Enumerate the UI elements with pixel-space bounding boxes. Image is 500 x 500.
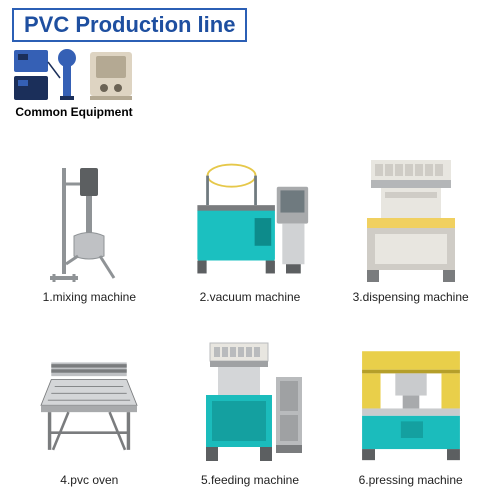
cell-pressing: 6.pressing machine [333,310,488,487]
common-equipment-images [12,48,136,103]
mixing-machine-label: 1.mixing machine [43,290,136,304]
sandblast-booth-icon [86,48,136,103]
page-title: PVC Production line [24,12,235,37]
pressing-machine-label: 6.pressing machine [359,473,463,487]
vacuum-machine-label: 2.vacuum machine [200,290,301,304]
pvc-oven-label: 4.pvc oven [60,473,118,487]
mixing-machine-image [29,154,149,284]
common-equipment-group: Common Equipment [12,48,136,119]
pvc-oven-image [29,337,149,467]
feeding-machine-label: 5.feeding machine [201,473,299,487]
cell-vacuum: 2.vacuum machine [173,127,328,304]
vacuum-machine-image [190,154,310,284]
title-box: PVC Production line [12,8,247,42]
pressing-machine-image [351,337,471,467]
dispensing-machine-image [351,154,471,284]
feeding-machine-image [190,337,310,467]
machine-grid: 1.mixing machine 2. [12,127,488,487]
dispensing-machine-label: 3.dispensing machine [353,290,469,304]
cell-feeding: 5.feeding machine [173,310,328,487]
cell-mixing: 1.mixing machine [12,127,167,304]
cell-oven: 4.pvc oven [12,310,167,487]
common-equipment-row: Common Equipment [12,48,488,119]
cell-dispensing: 3.dispensing machine [333,127,488,304]
page-container: PVC Production line [0,0,500,500]
compressor-icon [12,48,82,103]
common-equipment-label: Common Equipment [15,105,132,119]
